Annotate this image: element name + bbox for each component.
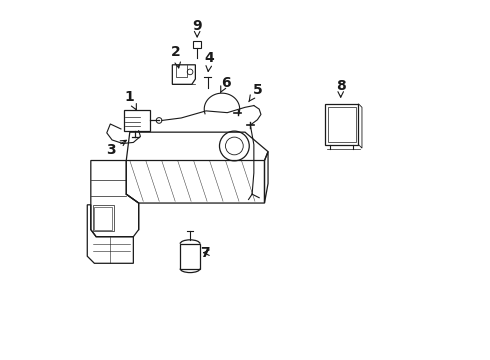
Bar xyxy=(180,244,200,269)
Bar xyxy=(193,41,201,48)
Text: 1: 1 xyxy=(125,90,136,110)
Bar xyxy=(325,104,358,145)
Bar xyxy=(95,207,112,230)
Text: 8: 8 xyxy=(336,79,345,97)
Text: 9: 9 xyxy=(193,19,202,37)
Bar xyxy=(93,205,114,231)
Text: 6: 6 xyxy=(220,76,230,93)
Text: 4: 4 xyxy=(205,51,215,71)
Bar xyxy=(328,107,356,142)
Text: 5: 5 xyxy=(249,82,262,102)
Text: 3: 3 xyxy=(106,140,126,157)
Text: 7: 7 xyxy=(200,246,210,260)
Bar xyxy=(123,110,150,131)
Text: 2: 2 xyxy=(171,45,181,68)
